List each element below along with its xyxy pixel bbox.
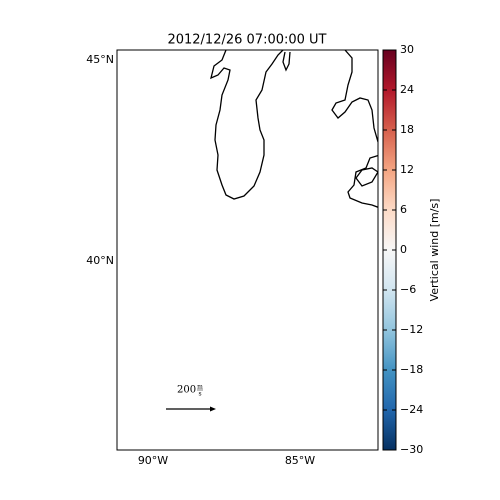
colorbar-tick-label: 12 bbox=[400, 163, 414, 176]
colorbar-tick-label: 18 bbox=[400, 123, 414, 136]
quiver-key-unit: s bbox=[198, 391, 201, 398]
colorbar-tick-label: −30 bbox=[400, 443, 423, 456]
colorbar-tick-label: −6 bbox=[400, 283, 416, 296]
colorbar-tick-label: 0 bbox=[400, 243, 407, 256]
colorbar-tick-label: −24 bbox=[400, 403, 423, 416]
map-frame bbox=[116, 49, 379, 451]
colorbar-tick-label: 30 bbox=[400, 43, 414, 56]
coastlines bbox=[210, 50, 378, 208]
lon-label: 90°W bbox=[138, 454, 168, 467]
lat-label: 40°N bbox=[86, 254, 114, 267]
colorbar-tick-label: −18 bbox=[400, 363, 423, 376]
colorbar-label: Vertical wind [m/s] bbox=[428, 199, 441, 302]
lat-label: 45°N bbox=[86, 53, 114, 66]
quiver-key-unit: m bbox=[197, 384, 203, 391]
colorbar-tick-label: 24 bbox=[400, 83, 414, 96]
quiver-key-arrowhead bbox=[210, 406, 216, 412]
lon-label: 85°W bbox=[285, 454, 315, 467]
colorbar-tick-label: −12 bbox=[400, 323, 423, 336]
title: 2012/12/26 07:00:00 UT bbox=[167, 33, 326, 48]
colorbar-tick-label: 6 bbox=[400, 203, 407, 216]
quiver-key-magnitude: 200 bbox=[177, 385, 196, 396]
